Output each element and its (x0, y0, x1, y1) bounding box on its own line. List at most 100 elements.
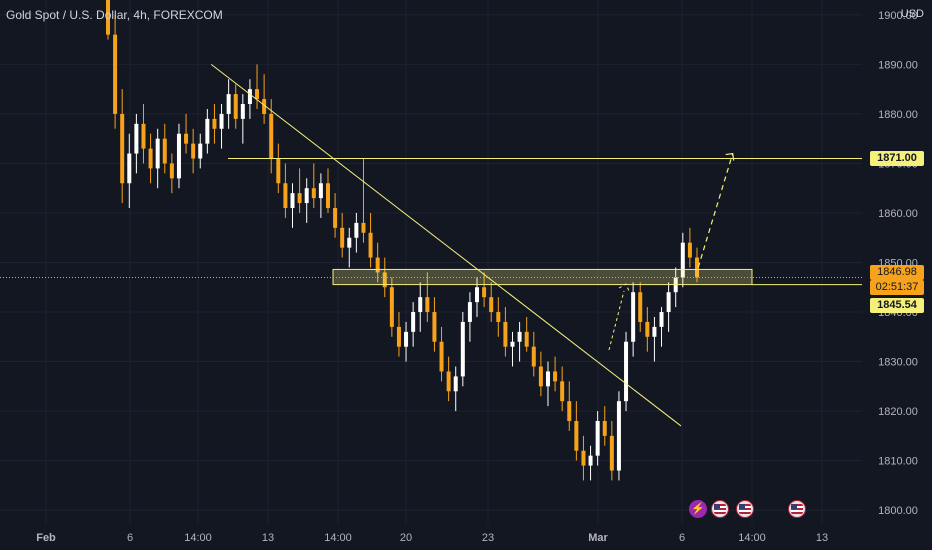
candle-body (304, 188, 309, 204)
us-flag-icon[interactable] (736, 500, 754, 518)
candle-body (616, 401, 621, 471)
candle-body (340, 227, 345, 248)
candle-body (311, 188, 316, 199)
candle-body (574, 420, 579, 451)
candle-body (538, 366, 543, 387)
candle-body (609, 435, 614, 471)
candle-body (588, 455, 593, 466)
candle-body (176, 133, 181, 179)
candle-body (247, 89, 252, 105)
candle-body (169, 163, 174, 179)
resistance-price-tag: 1871.00 (870, 151, 924, 166)
candle-body (581, 450, 586, 466)
support-zone (332, 268, 753, 286)
price-tick-label: 1890.00 (878, 59, 918, 71)
candle-body (297, 193, 302, 204)
candle-body (148, 148, 153, 169)
candle-body (113, 34, 118, 114)
candle-body (439, 341, 444, 372)
candle-body (503, 321, 508, 347)
candle-body (553, 371, 558, 382)
chart-title: Gold Spot / U.S. Dollar, 4h, FOREXCOM (6, 8, 223, 22)
candle-body (134, 123, 139, 154)
candle-body (283, 183, 288, 209)
candle-body (325, 183, 330, 209)
candle-body (631, 292, 636, 342)
time-tick-label: 20 (400, 532, 412, 544)
candle-body (240, 104, 245, 119)
candle-body (276, 158, 281, 184)
candle-body (141, 123, 146, 149)
candle-body (460, 321, 465, 377)
candle-body (510, 341, 515, 347)
us-flag-icon[interactable] (788, 500, 806, 518)
bar-countdown-tag: 02:51:37 (870, 280, 924, 295)
projection-arrowhead (725, 152, 735, 161)
candle-body (687, 242, 692, 258)
candle-body (524, 331, 529, 347)
candle-body (226, 94, 231, 114)
last-price-tag: 1846.98 (870, 265, 924, 280)
price-tick-label: 1820.00 (878, 406, 918, 418)
candle-body (389, 287, 394, 327)
candle-body (467, 302, 472, 322)
small-projection-arrow (608, 283, 630, 351)
price-axis: 1800.001810.001820.001830.001840.001850.… (878, 10, 918, 517)
time-tick-label: Mar (588, 532, 608, 544)
price-tick-label: 1880.00 (878, 109, 918, 121)
candle-body (652, 326, 657, 337)
price-tick-label: 1810.00 (878, 456, 918, 468)
candle-body (269, 113, 274, 159)
candle-body (560, 381, 565, 402)
candle-body (482, 287, 487, 298)
time-tick-label: 14:00 (738, 532, 766, 544)
candle-body (695, 257, 699, 278)
candle-body (624, 341, 629, 402)
candle-body (184, 133, 189, 144)
candle-body (155, 138, 160, 169)
candle-body (290, 193, 295, 209)
candle-body (517, 331, 522, 342)
candle-body (347, 237, 352, 248)
candle-body (233, 94, 238, 119)
candle-body (106, 0, 110, 35)
currency-label[interactable]: USD (900, 8, 924, 20)
candle-body (680, 242, 685, 278)
candle-body (127, 153, 132, 184)
candle-body (659, 312, 664, 327)
candle-body (354, 222, 359, 238)
candle-body (418, 297, 423, 313)
us-flag-icon[interactable] (711, 500, 729, 518)
price-tick-label: 1800.00 (878, 505, 918, 517)
candle-body (375, 257, 380, 273)
candle-body (595, 420, 600, 456)
candle-body (205, 118, 210, 144)
price-tick-label: 1900.00 (878, 10, 918, 22)
candle-body (361, 222, 366, 233)
candle-body (382, 272, 387, 288)
candle-body (219, 113, 224, 129)
candle-body (666, 292, 671, 313)
projection-arrow (697, 153, 734, 268)
time-tick-label: 23 (482, 532, 494, 544)
candle-body (425, 297, 430, 313)
candle-body (602, 420, 607, 436)
candle-body (453, 376, 458, 392)
time-tick-label: Feb (36, 532, 56, 544)
candle-body (432, 312, 437, 342)
candle-body (496, 312, 501, 322)
candle-body (411, 312, 416, 332)
zone-price-tag: 1845.54 (870, 298, 924, 313)
candle-body (567, 401, 572, 421)
candle-body (404, 331, 409, 347)
candle-body (531, 346, 536, 367)
grid (0, 0, 862, 525)
candle-body (120, 113, 125, 184)
candle-body (446, 371, 451, 392)
price-tick-label: 1860.00 (878, 208, 918, 220)
lightning-icon[interactable]: ⚡ (689, 500, 707, 518)
drawings (0, 63, 862, 427)
price-tick-label: 1830.00 (878, 357, 918, 369)
candle-body (318, 183, 323, 199)
